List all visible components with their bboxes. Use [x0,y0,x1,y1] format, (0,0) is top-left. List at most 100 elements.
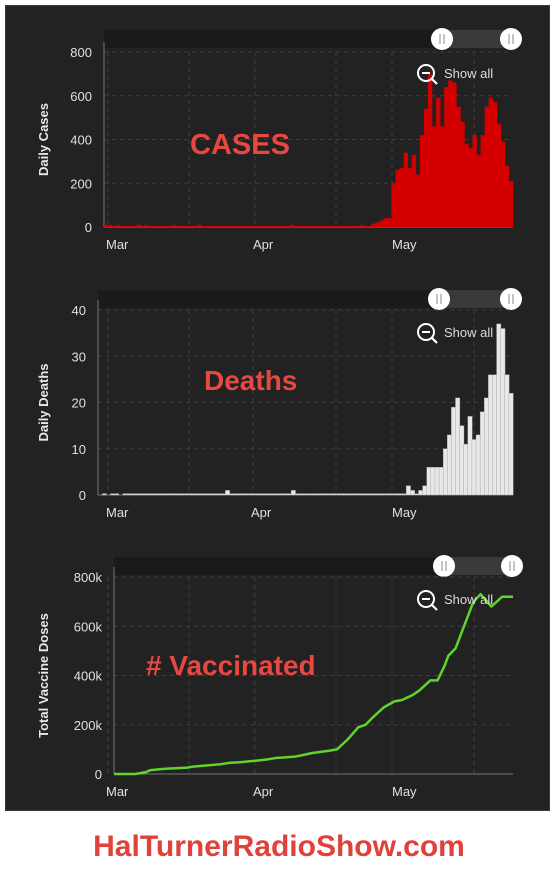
bar [405,485,411,496]
range-scrollbar[interactable] [104,30,513,48]
bar [426,467,432,496]
handle-knob[interactable] [428,288,450,310]
range-handle-left[interactable] [433,555,455,577]
footer-site-name[interactable]: HalTurnerRadioShow.com [93,830,465,863]
bar [299,493,304,496]
range-scrollbar[interactable] [114,557,513,575]
handle-knob[interactable] [431,28,453,50]
bar [326,225,332,227]
bar [451,406,456,496]
show-all-label[interactable]: Show all [444,325,493,340]
bar [295,493,300,496]
range-scrollbar[interactable] [98,290,513,308]
bar [266,493,272,496]
range-handle-left[interactable] [428,288,450,310]
bar [460,122,465,227]
y-axis-title: Daily Cases [36,103,51,176]
bar [447,434,452,496]
handle-knob[interactable] [500,288,522,310]
bar [132,225,137,227]
bar [427,73,433,227]
y-tick-label: 600k [74,619,103,634]
bar [164,225,170,227]
handle-knob[interactable] [500,28,522,50]
bar [241,225,247,227]
bar [201,225,206,227]
bar [355,225,360,227]
range-selection[interactable] [439,290,511,308]
bar [282,493,288,496]
bar [442,448,448,496]
y-axis-title: Total Vaccine Doses [36,613,51,738]
bar [500,328,506,496]
bar [395,170,400,227]
bar [205,225,210,227]
bar [176,225,182,227]
x-tick-label: Mar [106,784,129,799]
bar [492,374,498,496]
bar [189,225,194,227]
bar [344,493,350,496]
bar [159,493,165,496]
bar [351,225,356,227]
bar [471,439,477,496]
bar [163,493,169,496]
x-tick-label: May [392,237,417,252]
overlay-label: # Vaccinated [146,650,316,681]
x-tick-label: May [392,784,417,799]
bar [253,225,259,227]
bar [303,493,309,496]
range-handle-right[interactable] [500,28,522,50]
bar [208,493,214,496]
bar [472,135,477,227]
bar [110,493,115,496]
bar [152,225,157,227]
show-all-label[interactable]: Show all [444,592,493,607]
bar [399,167,404,227]
bar [175,493,181,496]
bar [225,225,230,227]
bar [368,493,374,496]
x-tick-label: May [392,505,417,520]
bar [314,225,319,227]
bar [359,225,364,227]
bar [278,493,284,496]
show-all-button[interactable]: Show all [417,64,493,85]
range-selection[interactable] [442,30,511,48]
bar [196,493,202,496]
handle-knob[interactable] [433,555,455,577]
bar [334,225,340,227]
bar [444,87,449,227]
bar [229,225,234,227]
bar [168,225,174,227]
handle-knob[interactable] [501,555,523,577]
bar [430,467,436,496]
range-selection[interactable] [444,557,512,575]
range-handle-left[interactable] [431,28,453,50]
bar [327,493,333,496]
bar [488,97,494,227]
bar [414,493,419,496]
range-handle-right[interactable] [501,555,523,577]
bar [411,154,417,227]
show-all-label[interactable]: Show all [444,66,493,81]
bar [192,493,198,496]
bar [147,493,152,496]
x-tick-label: Apr [253,237,274,252]
show-all-button[interactable]: Show all [417,323,493,344]
bar [298,225,303,227]
bar [188,493,194,496]
bar [500,141,506,227]
show-all-button[interactable]: Show all [417,590,493,611]
bar [212,493,218,496]
bar [363,225,368,227]
overlay-label: CASES [190,129,290,161]
bar [122,493,128,496]
bar [112,225,117,227]
range-handle-right[interactable] [500,288,522,310]
bar [197,224,202,227]
bar [294,225,299,227]
bar [448,80,453,227]
bar [464,143,469,227]
